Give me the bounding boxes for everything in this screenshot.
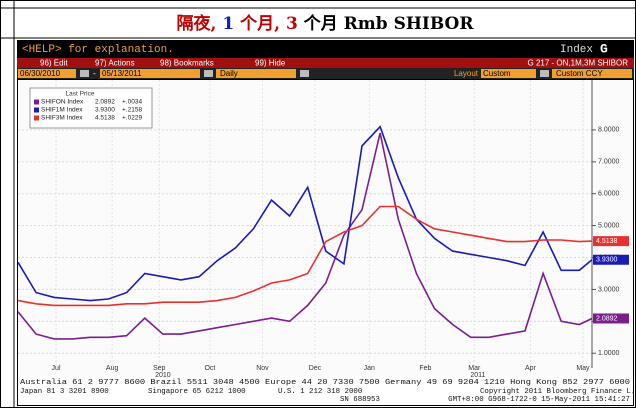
y-tick-label: 1.0000 xyxy=(598,350,620,357)
last-flag-label: 2.0892 xyxy=(596,315,618,322)
button[interactable] xyxy=(80,70,89,77)
title-part: 个月, xyxy=(234,13,286,34)
y-tick-label: 6.0000 xyxy=(598,191,620,198)
x-tick-label: Feb xyxy=(419,365,431,372)
y-tick-label: 7.0000 xyxy=(598,159,620,166)
field xyxy=(552,69,632,78)
legend-name: SHIF3M Index xyxy=(41,115,83,122)
end-date: 05/13/2011 xyxy=(102,69,142,78)
footer-line: Australia 61 2 9777 8600 Brazil 5511 304… xyxy=(20,379,630,387)
x-tick-label: May xyxy=(576,365,590,372)
year-label: 2010 xyxy=(155,372,171,379)
title-part: 个月 Rmb SHIBOR xyxy=(298,13,475,34)
x-tick-label: Jan xyxy=(364,365,375,372)
title: 隔夜, 1 个月, 3 个月 Rmb SHIBOR xyxy=(177,13,475,34)
legend-change: +.0229 xyxy=(122,115,142,122)
last-flag xyxy=(593,313,629,324)
y-tick-label: 8.0000 xyxy=(598,127,620,134)
legend-swatch xyxy=(34,115,39,121)
footer-line: Japan 81 3 3201 8900 xyxy=(20,388,109,396)
legend-title: Last Price xyxy=(66,91,95,98)
legend-swatch xyxy=(34,107,39,113)
series-line xyxy=(17,205,593,307)
menu-item[interactable]: 99) Hide xyxy=(255,59,286,68)
field xyxy=(100,69,200,78)
menu-item[interactable]: 97) Actions xyxy=(95,59,135,68)
x-tick-label: Apr xyxy=(525,365,537,372)
menu-bar xyxy=(17,58,634,68)
button[interactable] xyxy=(540,70,549,77)
button[interactable] xyxy=(204,70,213,77)
x-tick-label: Dec xyxy=(309,365,322,372)
dash: - xyxy=(93,69,96,78)
x-tick-label: Mar xyxy=(468,365,481,372)
title-part: 1 xyxy=(222,14,234,34)
footer-line: U.S. 1 212 318 2000 xyxy=(278,388,362,396)
index: Index xyxy=(560,44,593,56)
last-flag-label: 4.5138 xyxy=(596,238,618,245)
date-bar xyxy=(17,68,634,79)
legend xyxy=(29,87,153,129)
legend-name: SHIFON Index xyxy=(41,99,84,106)
series-line xyxy=(17,125,593,302)
title-part: 隔夜, xyxy=(177,13,223,34)
field xyxy=(216,69,296,78)
layout: Layout xyxy=(454,69,479,78)
menu-item[interactable]: 98) Bookmarks xyxy=(160,59,214,68)
x-tick-label: Aug xyxy=(106,365,119,372)
year-label: 2011 xyxy=(470,372,485,379)
footer-bg xyxy=(18,376,633,405)
x-tick-label: Oct xyxy=(204,365,215,372)
button[interactable] xyxy=(300,70,309,77)
period[interactable]: Daily xyxy=(220,69,238,78)
legend-change: +.2158 xyxy=(122,107,142,114)
legend-last: 2.0892 xyxy=(95,99,115,106)
start-date: 06/30/2010 xyxy=(20,69,61,78)
menu-title: G 217 - ON,1M,3M SHIBOR xyxy=(528,59,629,68)
menu-item[interactable]: 96) Edit xyxy=(40,59,68,68)
title-part: 3 xyxy=(286,14,298,34)
field xyxy=(481,69,536,78)
help: <HELP> for explanation. xyxy=(22,44,174,56)
y-tick-label: 3.0000 xyxy=(598,286,620,293)
last-flag-label: 3.9300 xyxy=(596,257,618,264)
legend-last: 3.9300 xyxy=(95,107,115,114)
g: G xyxy=(600,41,608,56)
footer-line: SN 688953 xyxy=(340,396,380,404)
layout-value[interactable]: Custom xyxy=(483,69,511,78)
legend-name: SHIF1M Index xyxy=(41,107,83,114)
legend-swatch xyxy=(34,99,39,105)
series-line xyxy=(17,132,593,340)
legend-last: 4.5138 xyxy=(95,115,115,122)
footer-line: Singapore 65 6212 1000 xyxy=(148,388,246,396)
ccy[interactable]: Custom CCY xyxy=(556,69,603,78)
last-flag xyxy=(593,236,629,247)
last-flag xyxy=(593,254,629,265)
legend-change: +.0034 xyxy=(122,99,142,106)
field xyxy=(18,69,76,78)
footer-line: GMT+8:00 G968-1722-0 15-May-2011 15:41:2… xyxy=(448,396,630,404)
footer-line: Copyright 2011 Bloomberg Finance L.P. xyxy=(480,388,636,396)
y-tick-label: 5.0000 xyxy=(598,222,620,229)
x-tick-label: Nov xyxy=(256,365,269,372)
x-tick-label: Sep xyxy=(153,365,166,372)
x-tick-label: Jul xyxy=(52,365,61,372)
